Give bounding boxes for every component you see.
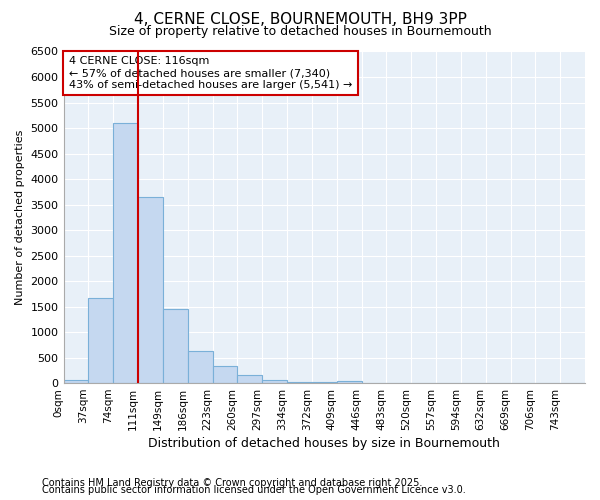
- Bar: [212, 366, 238, 383]
- Bar: [238, 376, 262, 383]
- Bar: [287, 382, 312, 383]
- Bar: [138, 197, 163, 383]
- Text: 4 CERNE CLOSE: 116sqm
← 57% of detached houses are smaller (7,340)
43% of semi-d: 4 CERNE CLOSE: 116sqm ← 57% of detached …: [69, 56, 352, 90]
- Bar: [113, 123, 138, 383]
- Text: 4, CERNE CLOSE, BOURNEMOUTH, BH9 3PP: 4, CERNE CLOSE, BOURNEMOUTH, BH9 3PP: [134, 12, 466, 28]
- Bar: [163, 309, 188, 383]
- Bar: [312, 382, 337, 383]
- Y-axis label: Number of detached properties: Number of detached properties: [15, 130, 25, 305]
- Bar: [337, 381, 362, 383]
- Bar: [188, 352, 212, 383]
- Bar: [88, 298, 113, 383]
- Text: Contains HM Land Registry data © Crown copyright and database right 2025.: Contains HM Land Registry data © Crown c…: [42, 478, 422, 488]
- Bar: [64, 380, 88, 383]
- Text: Contains public sector information licensed under the Open Government Licence v3: Contains public sector information licen…: [42, 485, 466, 495]
- Text: Size of property relative to detached houses in Bournemouth: Size of property relative to detached ho…: [109, 25, 491, 38]
- X-axis label: Distribution of detached houses by size in Bournemouth: Distribution of detached houses by size …: [148, 437, 500, 450]
- Bar: [262, 380, 287, 383]
